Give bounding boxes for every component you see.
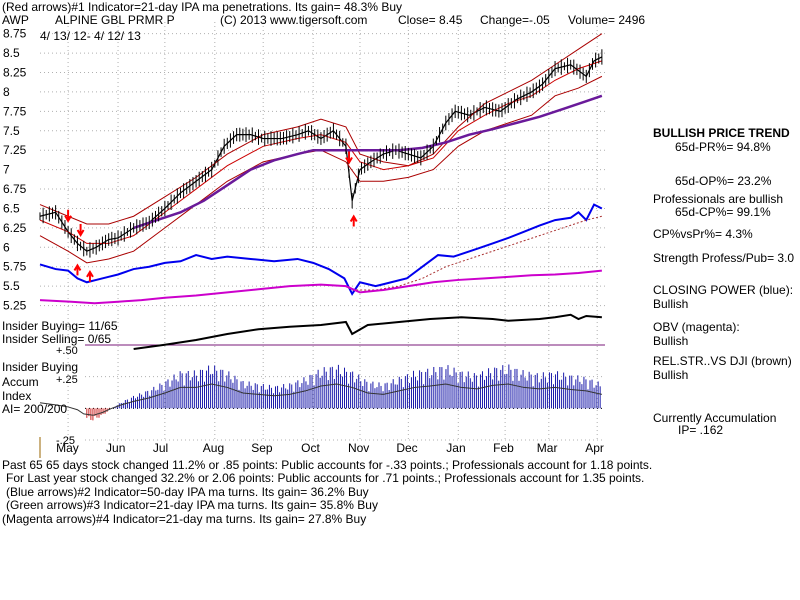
y-tick-label: 7.5 [3, 124, 20, 138]
x-tick-label: May [56, 441, 79, 455]
symbol: AWP [2, 13, 29, 27]
accum-histogram [86, 364, 601, 421]
series-lower-band [39, 75, 603, 264]
cp-pct: 65d-CP%= 99.1% [675, 205, 771, 219]
x-tick-label: Apr [585, 441, 604, 455]
red-arrows-indicator: (Red arrows)#1 Indicator=21-day IPA ma p… [2, 0, 402, 14]
x-tick-label: Jun [106, 441, 125, 455]
y-tick-label: 8.5 [3, 46, 20, 60]
y-axis-ticks: 8.75 8.5 8.25 8 7.75 7.5 7.25 7 6.75 6.5 6.25 6 5.75… [3, 27, 27, 313]
closing-power-value: Bullish [653, 297, 689, 311]
arrow-down [345, 151, 353, 165]
x-tick-label: Aug [203, 441, 224, 455]
cp-vs-pr: CP%vsPr%= 4.3% [653, 227, 753, 241]
x-tick-label: Jan [446, 441, 465, 455]
series-obv-magenta- [39, 269, 602, 305]
arrow-down [76, 224, 85, 237]
ip-value: IP= .162 [678, 423, 724, 437]
arrow-up [73, 263, 82, 276]
x-axis-ticks: May Jun Jul Aug Sep Oct Nov Dec Jan Feb Mar Apr [56, 441, 604, 455]
closing-power-label: CLOSING POWER (blue): [653, 283, 794, 297]
y-tick-label: 6.75 [3, 182, 27, 196]
footer-line-5: (Magenta arrows)#4 Indicator=21-day ma t… [2, 512, 367, 526]
arrow-up [349, 214, 358, 227]
insider-selling: Insider Selling= 0/65 [2, 332, 112, 346]
chart-lines [39, 33, 603, 416]
y-tick-label: 8.75 [3, 27, 27, 41]
series-rel-strength-vs-dji-brown- [352, 215, 602, 291]
y-tick-label: 8 [3, 85, 10, 99]
op-pct: 65d-OP%= 23.2% [675, 174, 772, 188]
stock-name: ALPINE GBL PRMR P [55, 13, 175, 27]
y-tick-label: 5.5 [3, 279, 20, 293]
x-tick-label: Mar [537, 441, 558, 455]
relstr-label: REL.STR..VS DJI (brown) [653, 354, 792, 368]
x-tick-label: Feb [493, 441, 514, 455]
series-long-ma [133, 94, 603, 230]
strength-prof-pub: Strength Profess/Pub= 3.0 [653, 251, 795, 265]
obv-value: Bullish [653, 334, 689, 348]
x-tick-label: Sep [251, 441, 273, 455]
footer-line-2: For Last year stock changed 32.2% or 2.0… [6, 471, 645, 485]
pr-pct: 65d-PR%= 94.8% [675, 140, 771, 154]
y-tick-label: 5.25 [3, 299, 27, 313]
footer-line-3: (Blue arrows)#2 Indicator=50-day IPA ma … [6, 485, 369, 499]
ai-value: AI= 200/200 [2, 402, 68, 416]
accum-label: Accum [2, 375, 39, 389]
relstr-value: Bullish [653, 368, 689, 382]
y-tick-label: 7.75 [3, 104, 27, 118]
y-tick-label: 6.5 [3, 201, 20, 215]
date-range: 4/ 13/ 12- 4/ 12/ 13 [40, 29, 141, 43]
tiger-index-line [133, 313, 602, 350]
bullish-price-trend: BULLISH PRICE TREND [653, 126, 790, 140]
volume-value: Volume= 2496 [568, 13, 646, 27]
x-tick-label: Dec [396, 441, 417, 455]
accum-minus25: -.25 [56, 435, 75, 447]
index-label: Index [2, 389, 32, 403]
change-value: Change=-.05 [480, 13, 550, 27]
series-21-day-ma [39, 60, 603, 244]
professionals-bullish: Professionals are bullish [653, 192, 784, 206]
footer-line-4: (Green arrows)#3 Indicator=21-day IPA ma… [6, 498, 378, 512]
series-price [39, 56, 603, 252]
y-tick-label: 6 [3, 240, 10, 254]
series-closing-power-blue- [39, 203, 603, 296]
x-tick-label: Nov [348, 441, 369, 455]
accum-plus50: +.50 [56, 345, 78, 357]
y-tick-label: 5.75 [3, 260, 27, 274]
series-upper-band [39, 33, 603, 225]
currently-accumulation: Currently Accumulation [653, 411, 777, 425]
y-tick-label: 7.25 [3, 143, 27, 157]
obv-label: OBV (magenta): [653, 320, 740, 334]
y-tick-label: 6.25 [3, 221, 27, 235]
x-tick-label: Jul [153, 441, 168, 455]
accum-plus25: +.25 [56, 374, 78, 386]
y-tick-label: 7 [3, 163, 10, 177]
arrow-up [86, 269, 94, 282]
copyright: (C) 2013 www.tigersoft.com [220, 13, 368, 27]
x-tick-label: Oct [301, 441, 320, 455]
arrow-down [64, 209, 72, 223]
close-value: Close= 8.45 [398, 13, 463, 27]
insider-buying: Insider Buying= 11/65 [2, 319, 118, 333]
signal-arrows [64, 151, 358, 282]
y-tick-label: 8.25 [3, 66, 27, 80]
accum-index-line [39, 383, 602, 416]
footer-line-1: Past 65 65 days stock changed 11.2% or .… [2, 458, 653, 472]
insider-buying-label: Insider Buying [2, 360, 79, 374]
